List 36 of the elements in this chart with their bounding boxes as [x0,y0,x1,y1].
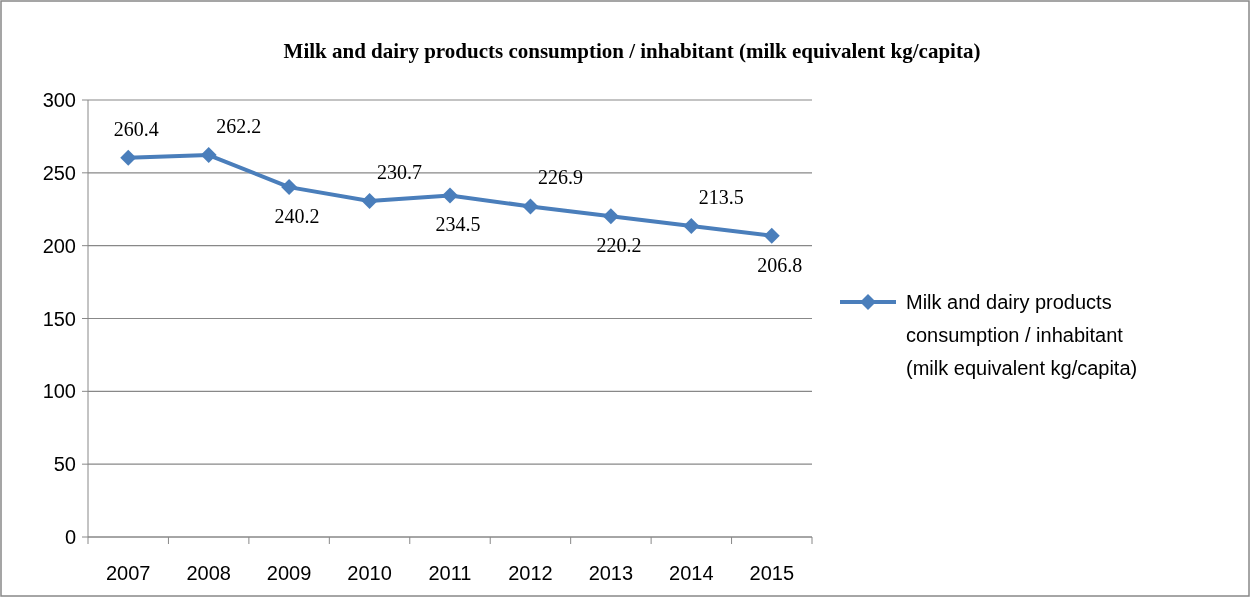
x-tick-label: 2013 [588,562,634,584]
point [281,179,298,196]
y-tick-label: 250 [42,161,76,184]
y-tick-label: 300 [42,89,76,111]
x-tick-label: 2011 [428,562,472,584]
data-label: 206.8 [757,253,803,276]
y-tick-label: 50 [53,453,76,476]
x-tick-label: 2014 [669,562,714,584]
y-tick-label: 150 [42,307,76,330]
legend-label: Milk and dairy products consumption / inhabitant (milk equivalent kg/capita) [906,291,1138,379]
y-tick-label: 200 [42,234,76,257]
point [361,192,378,209]
point [442,187,458,204]
point [120,149,137,166]
data-label: 240.2 [274,205,320,228]
data-label: 226.9 [537,166,583,189]
point [522,198,539,215]
x-tick-label: 2010 [347,562,392,584]
x-tick-label: 2012 [508,562,553,584]
x-tick-label: 2015 [749,562,795,584]
data-label: 234.5 [435,213,481,236]
y-tick-label: 100 [42,380,76,403]
data-label: 230.7 [377,160,423,183]
chart-title: Milk and dairy products consumption / inhabitant (milk equivalent kg/capita) [283,39,981,63]
point [683,218,700,234]
data-label: 213.5 [698,186,744,208]
x-tick-label: 2007 [105,562,151,584]
point [602,208,619,225]
data-label: 260.4 [113,117,159,140]
x-tick-label: 2008 [186,562,231,584]
y-tick-label: 0 [64,526,76,548]
data-label: 220.2 [596,234,642,257]
point [200,147,217,164]
x-tick-label: 2009 [266,562,312,584]
point [763,227,780,244]
data-label: 262.2 [216,115,262,138]
